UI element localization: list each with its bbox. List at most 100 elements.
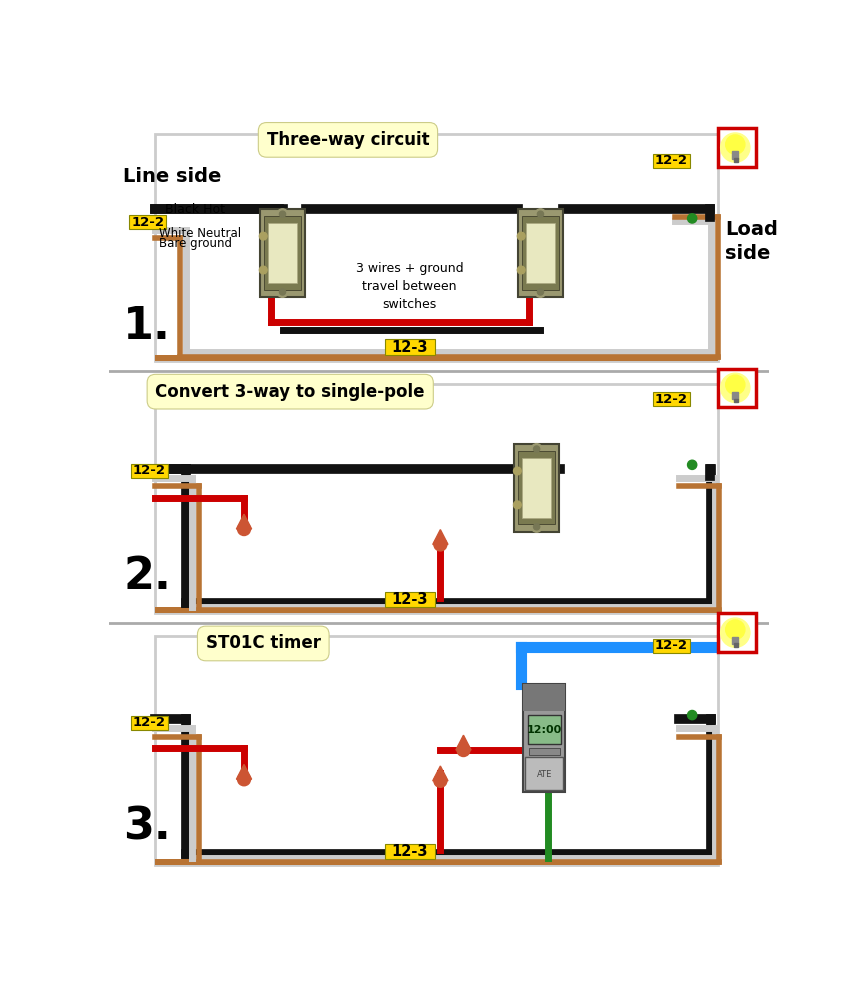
Bar: [734, 644, 738, 648]
Circle shape: [531, 522, 542, 532]
Circle shape: [277, 209, 288, 220]
Circle shape: [513, 501, 521, 509]
Bar: [523, 684, 566, 792]
Text: 12-2: 12-2: [655, 154, 688, 168]
Text: White Neutral: White Neutral: [159, 228, 242, 241]
Bar: [155, 134, 717, 361]
Circle shape: [237, 523, 250, 535]
Bar: [155, 636, 717, 866]
Text: 12-3: 12-3: [392, 339, 428, 355]
Circle shape: [279, 289, 285, 295]
Circle shape: [721, 373, 750, 402]
Bar: [732, 391, 739, 399]
Circle shape: [721, 133, 750, 163]
Polygon shape: [237, 515, 252, 529]
Bar: [131, 716, 168, 730]
Bar: [518, 209, 563, 298]
Text: 12-2: 12-2: [655, 392, 688, 406]
Bar: [131, 464, 168, 478]
Bar: [734, 159, 738, 163]
Text: 12-2: 12-2: [133, 716, 165, 730]
Text: ST01C timer: ST01C timer: [206, 634, 321, 653]
Text: 12-2: 12-2: [655, 639, 688, 653]
Circle shape: [237, 773, 250, 786]
Circle shape: [535, 287, 546, 298]
Polygon shape: [456, 736, 471, 750]
Circle shape: [687, 214, 697, 223]
Bar: [734, 398, 738, 402]
Bar: [653, 392, 690, 406]
Bar: [155, 859, 717, 866]
Text: Three-way circuit: Three-way circuit: [267, 131, 429, 149]
Circle shape: [726, 375, 745, 394]
Circle shape: [687, 711, 697, 720]
Bar: [385, 844, 434, 859]
Bar: [522, 217, 559, 290]
Text: 12-2: 12-2: [133, 464, 165, 477]
Bar: [526, 224, 555, 283]
Bar: [518, 452, 555, 525]
Polygon shape: [237, 764, 252, 779]
Circle shape: [531, 444, 542, 455]
Bar: [522, 458, 551, 518]
Bar: [261, 209, 305, 298]
Bar: [514, 444, 559, 532]
Circle shape: [434, 774, 446, 787]
Circle shape: [260, 233, 267, 240]
Bar: [523, 684, 566, 711]
Circle shape: [537, 289, 543, 295]
Circle shape: [534, 524, 540, 529]
Circle shape: [721, 618, 750, 648]
Circle shape: [726, 135, 745, 154]
Bar: [385, 339, 434, 355]
Bar: [717, 369, 756, 407]
Bar: [732, 637, 739, 644]
Circle shape: [513, 467, 521, 475]
Bar: [155, 384, 717, 613]
Bar: [155, 355, 717, 361]
Circle shape: [279, 211, 285, 217]
Bar: [653, 639, 690, 653]
Circle shape: [457, 743, 470, 756]
Polygon shape: [433, 766, 448, 781]
Bar: [529, 767, 560, 774]
Bar: [529, 757, 560, 764]
Bar: [717, 613, 756, 652]
Bar: [528, 715, 560, 744]
Text: 12-3: 12-3: [392, 844, 428, 859]
Circle shape: [687, 460, 697, 469]
Text: 12-2: 12-2: [131, 216, 165, 229]
Bar: [653, 154, 690, 168]
Text: 12:00: 12:00: [527, 725, 562, 735]
Bar: [529, 748, 560, 755]
Text: Black Hot: Black Hot: [165, 203, 225, 216]
Bar: [264, 217, 301, 290]
Text: 1.: 1.: [123, 305, 171, 348]
Bar: [717, 128, 756, 167]
Circle shape: [260, 266, 267, 274]
Circle shape: [518, 233, 525, 240]
Bar: [129, 215, 166, 229]
Text: 2.: 2.: [123, 555, 171, 598]
Circle shape: [537, 211, 543, 217]
Bar: [525, 757, 563, 790]
Bar: [732, 152, 739, 159]
Circle shape: [726, 620, 745, 639]
Bar: [385, 592, 434, 607]
Text: 3 wires + ground
travel between
switches: 3 wires + ground travel between switches: [356, 261, 464, 311]
Bar: [268, 224, 297, 283]
Polygon shape: [433, 529, 448, 544]
Text: 12-3: 12-3: [392, 592, 428, 607]
Circle shape: [277, 287, 288, 298]
Text: Load
side: Load side: [725, 220, 778, 263]
Text: Convert 3-way to single-pole: Convert 3-way to single-pole: [155, 383, 425, 400]
Circle shape: [518, 266, 525, 274]
Bar: [155, 607, 717, 613]
Circle shape: [434, 538, 446, 551]
Circle shape: [535, 209, 546, 220]
Text: ATE: ATE: [536, 770, 552, 779]
Text: Line side: Line side: [123, 167, 221, 185]
Text: 3.: 3.: [123, 806, 171, 848]
Circle shape: [534, 446, 540, 453]
Text: Bare ground: Bare ground: [159, 238, 232, 250]
